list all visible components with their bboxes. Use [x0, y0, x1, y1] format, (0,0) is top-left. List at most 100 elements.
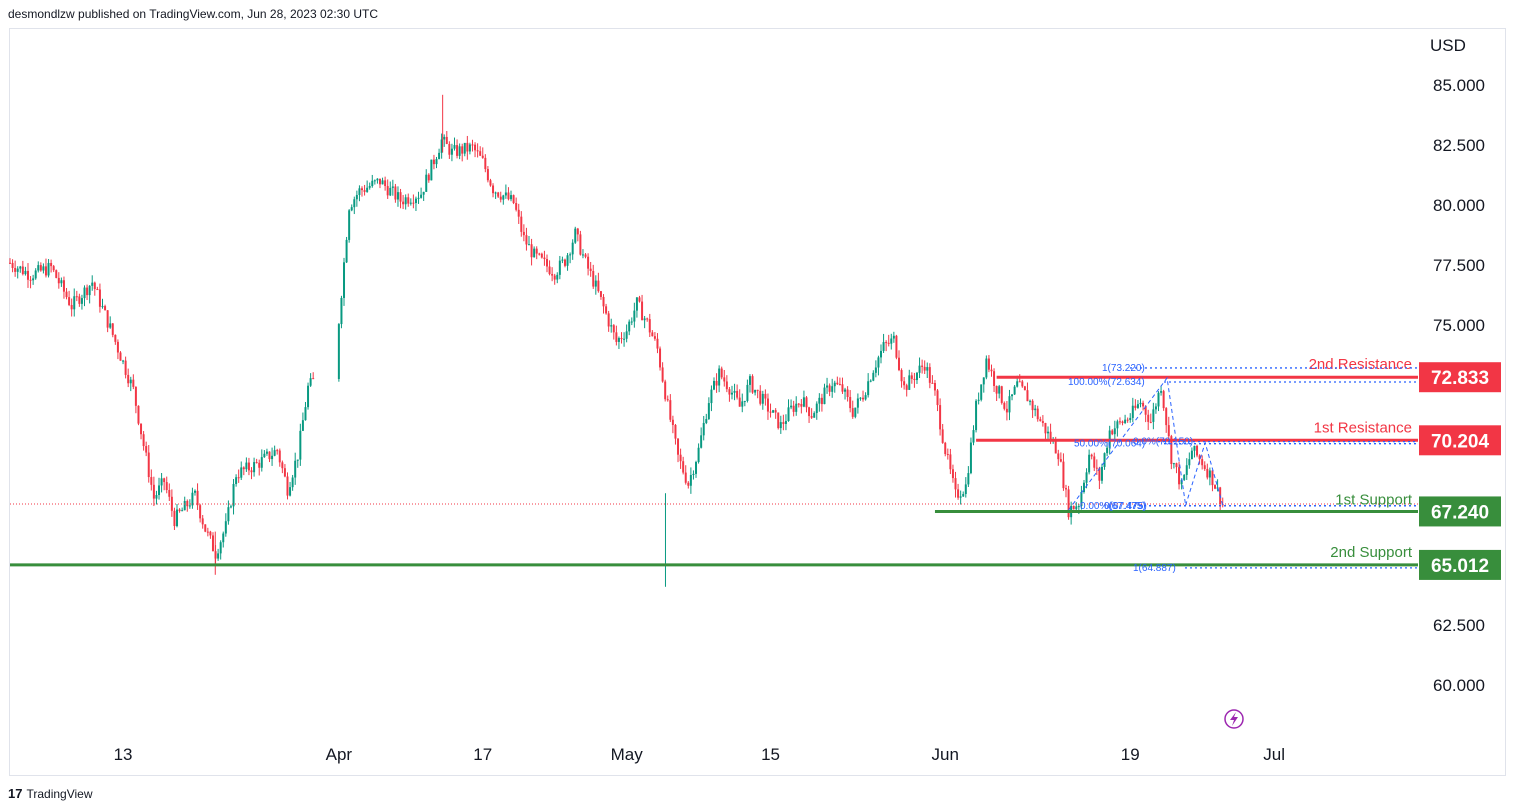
- candle-body: [833, 382, 836, 387]
- fib-swing-line: [1185, 441, 1224, 506]
- candle-body: [743, 400, 746, 402]
- candle-body: [530, 244, 533, 258]
- candle-body: [535, 248, 538, 254]
- candle-body: [779, 422, 782, 429]
- candle-body: [294, 460, 297, 478]
- candle-body: [1057, 453, 1060, 460]
- candle-body: [697, 447, 700, 463]
- candle-body: [222, 533, 225, 543]
- candle-body: [1075, 506, 1078, 510]
- candle-body: [766, 398, 769, 412]
- candle-body: [671, 419, 674, 425]
- candle-body: [468, 144, 471, 152]
- candle-body: [456, 145, 459, 156]
- candle-body: [104, 306, 107, 311]
- candle-body: [145, 446, 148, 453]
- candle-body: [641, 301, 644, 321]
- candle-body: [168, 490, 171, 497]
- candle-body: [461, 146, 464, 154]
- candle-body: [96, 289, 99, 291]
- candle-body: [1054, 440, 1057, 454]
- candle-body: [106, 310, 109, 328]
- candle-body: [1142, 402, 1145, 407]
- candle-body: [299, 430, 302, 460]
- candle-body: [610, 325, 613, 327]
- candle-body: [1047, 431, 1050, 434]
- candle-body: [1049, 431, 1052, 441]
- candle-body: [867, 381, 870, 396]
- candle-body: [206, 531, 209, 533]
- candle-body: [998, 386, 1001, 394]
- candle-body: [227, 507, 230, 522]
- candle-body: [720, 368, 723, 378]
- candle-body: [47, 262, 50, 276]
- footer: 17 TradingView: [8, 786, 93, 801]
- candle-body: [874, 367, 877, 373]
- candle-body: [522, 231, 525, 236]
- candle-body: [602, 296, 605, 307]
- candle-body: [633, 310, 636, 322]
- chart-frame[interactable]: [9, 28, 1506, 776]
- candle-body: [376, 178, 379, 181]
- candle-body: [679, 454, 682, 462]
- candle-body: [378, 178, 381, 185]
- candle-body: [188, 505, 191, 507]
- tradingview-logo-icon[interactable]: 17: [8, 786, 23, 801]
- candle-body: [21, 266, 24, 275]
- candle-body: [615, 332, 618, 342]
- candle-body: [271, 455, 274, 460]
- candle-body: [957, 489, 960, 498]
- candle-body: [1121, 421, 1124, 423]
- candle-body: [1106, 447, 1109, 454]
- candle-body: [630, 321, 633, 323]
- lightning-icon[interactable]: [1224, 709, 1244, 729]
- candle-body: [355, 194, 358, 200]
- candle-body: [1139, 402, 1142, 405]
- candle-body: [361, 188, 363, 191]
- candle-body: [68, 297, 71, 305]
- candle-body: [196, 490, 199, 506]
- candle-body: [1095, 467, 1098, 469]
- candle-body: [1165, 408, 1168, 426]
- candle-body: [772, 410, 775, 413]
- candle-body: [1008, 396, 1011, 413]
- candle-body: [1016, 381, 1019, 387]
- candle-body: [677, 438, 680, 455]
- candle-body: [787, 407, 790, 422]
- candle-body: [759, 390, 762, 404]
- candle-body: [1129, 417, 1132, 420]
- candle-body: [404, 197, 407, 205]
- candle-body: [589, 268, 592, 272]
- candle-body: [517, 209, 520, 217]
- candle-body: [386, 186, 389, 196]
- candle-body: [700, 435, 703, 448]
- candle-body: [890, 338, 893, 344]
- candle-body: [792, 405, 795, 412]
- fib-label: 50.00%(70.064): [1074, 439, 1145, 450]
- candle-body: [176, 509, 179, 527]
- candle-body: [412, 202, 415, 204]
- candle-body: [964, 484, 967, 495]
- candle-body: [566, 255, 569, 266]
- candle-body: [903, 381, 906, 386]
- fib-label: 0(67.475): [1104, 501, 1147, 512]
- candle-body: [471, 144, 474, 146]
- candle-body: [869, 380, 872, 382]
- candle-body: [859, 397, 862, 399]
- candle-body: [1190, 450, 1193, 460]
- candle-body: [561, 259, 564, 261]
- candle-body: [492, 185, 495, 194]
- candle-body: [1011, 394, 1014, 397]
- footer-brand[interactable]: TradingView: [26, 786, 93, 801]
- candle-body: [1023, 386, 1026, 391]
- candle-body: [78, 296, 81, 304]
- candle-body: [913, 378, 916, 381]
- candle-body: [574, 228, 577, 243]
- candle-body: [193, 490, 196, 493]
- candle-body: [592, 271, 595, 287]
- price-badge-text: 65.012: [1431, 556, 1489, 577]
- candle-body: [666, 399, 669, 401]
- candle-body: [1193, 445, 1196, 451]
- candle-body: [150, 477, 153, 485]
